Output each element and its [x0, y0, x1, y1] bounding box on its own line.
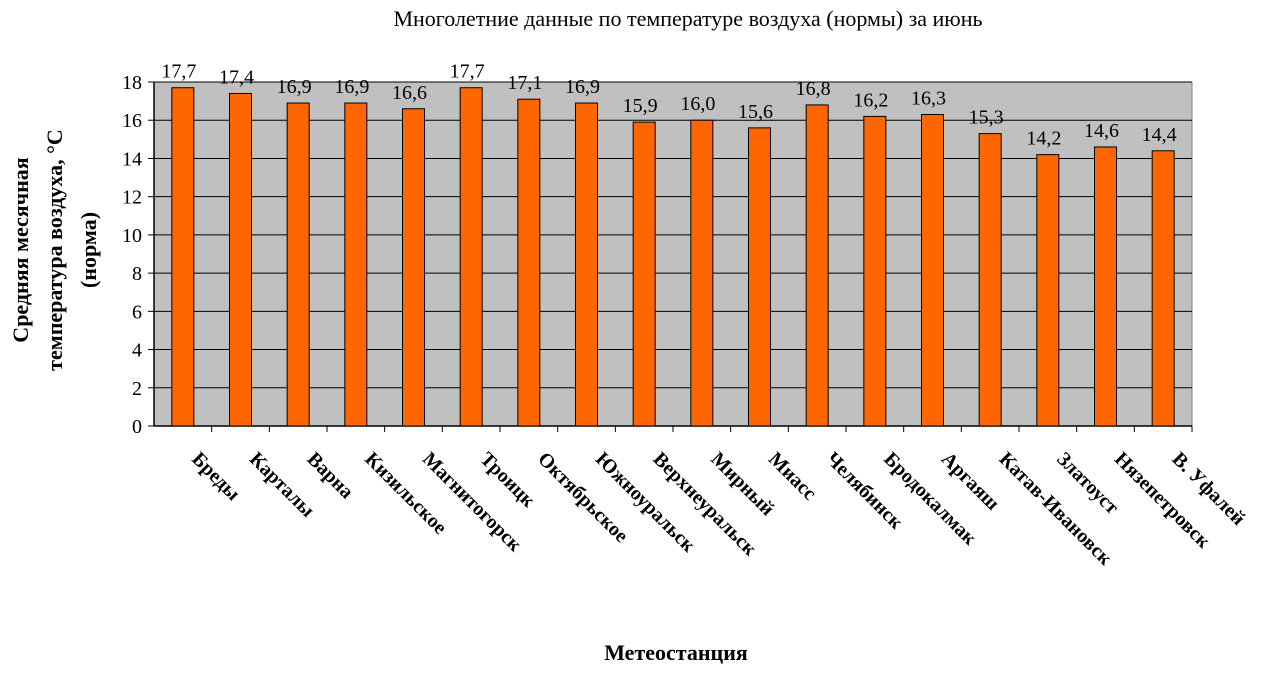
category-label-5: Магнитогорск	[418, 448, 526, 556]
data-label-10: 16,0	[680, 93, 715, 115]
y-tick-label: 2	[132, 378, 142, 400]
data-label-1: 17,7	[161, 61, 196, 83]
data-label-2: 17,4	[219, 66, 254, 88]
bar-12	[805, 104, 829, 427]
y-tick-label: 4	[132, 340, 142, 362]
bar-11	[748, 127, 771, 427]
bar-9	[632, 121, 656, 427]
bar-18	[1151, 150, 1175, 427]
plot-area: 02468101214161817,7Бреды17,4Карталы16,9В…	[122, 61, 1249, 570]
y-axis-title-line-1: Средняя месячная	[8, 157, 33, 342]
data-label-5: 16,6	[392, 82, 427, 104]
data-label-18: 14,4	[1142, 124, 1177, 146]
data-label-11: 15,6	[738, 101, 773, 123]
bar-3	[286, 102, 310, 427]
data-label-15: 15,3	[969, 107, 1004, 129]
bar-7	[517, 98, 541, 427]
y-axis-title: Средняя месячная температура воздуха, °С…	[8, 129, 101, 371]
data-label-6: 17,7	[450, 61, 485, 83]
y-tick-label: 16	[122, 110, 142, 132]
bar-8	[575, 102, 598, 427]
data-label-4: 16,9	[334, 76, 369, 98]
data-label-12: 16,8	[796, 78, 831, 100]
data-label-14: 16,3	[911, 87, 946, 109]
y-tick-label: 8	[132, 263, 142, 285]
y-axis-title-line-3: (норма)	[76, 212, 101, 288]
y-axis-title-line-2: температура воздуха, °С	[42, 129, 67, 371]
y-tick-label: 6	[132, 301, 142, 323]
data-label-8: 16,9	[565, 76, 600, 98]
category-label-8: Южноуральск	[591, 448, 700, 557]
data-label-3: 16,9	[277, 76, 312, 98]
bar-15	[978, 133, 1002, 427]
bar-13	[863, 115, 887, 427]
data-label-13: 16,2	[853, 89, 888, 111]
y-tick-label: 0	[132, 416, 142, 438]
y-tick-label: 10	[122, 225, 142, 247]
data-label-16: 14,2	[1026, 128, 1061, 150]
bar-6	[459, 87, 483, 427]
bar-16	[1036, 154, 1060, 427]
bar-17	[1094, 146, 1117, 427]
y-tick-label: 14	[122, 148, 142, 170]
bar-5	[402, 108, 425, 427]
plot-background	[153, 81, 1193, 427]
y-tick-label: 12	[122, 187, 142, 209]
bar-2	[229, 92, 252, 427]
data-label-9: 15,9	[623, 95, 658, 117]
data-label-7: 17,1	[507, 72, 542, 94]
y-tick-label: 18	[122, 72, 142, 94]
bar-10	[690, 119, 714, 427]
chart-title: Многолетние данные по температуре воздух…	[393, 6, 982, 31]
category-label-1: Бреды	[187, 448, 244, 505]
bar-14	[921, 113, 944, 427]
bar-1	[171, 87, 195, 427]
category-label-9: Верхнеуральск	[649, 448, 762, 561]
data-label-17: 14,6	[1084, 120, 1119, 142]
x-axis-title: Метеостанция	[604, 640, 748, 665]
category-label-11: Миасс	[764, 448, 821, 505]
category-label-3: Варна	[303, 448, 358, 503]
bar-4	[344, 102, 368, 427]
